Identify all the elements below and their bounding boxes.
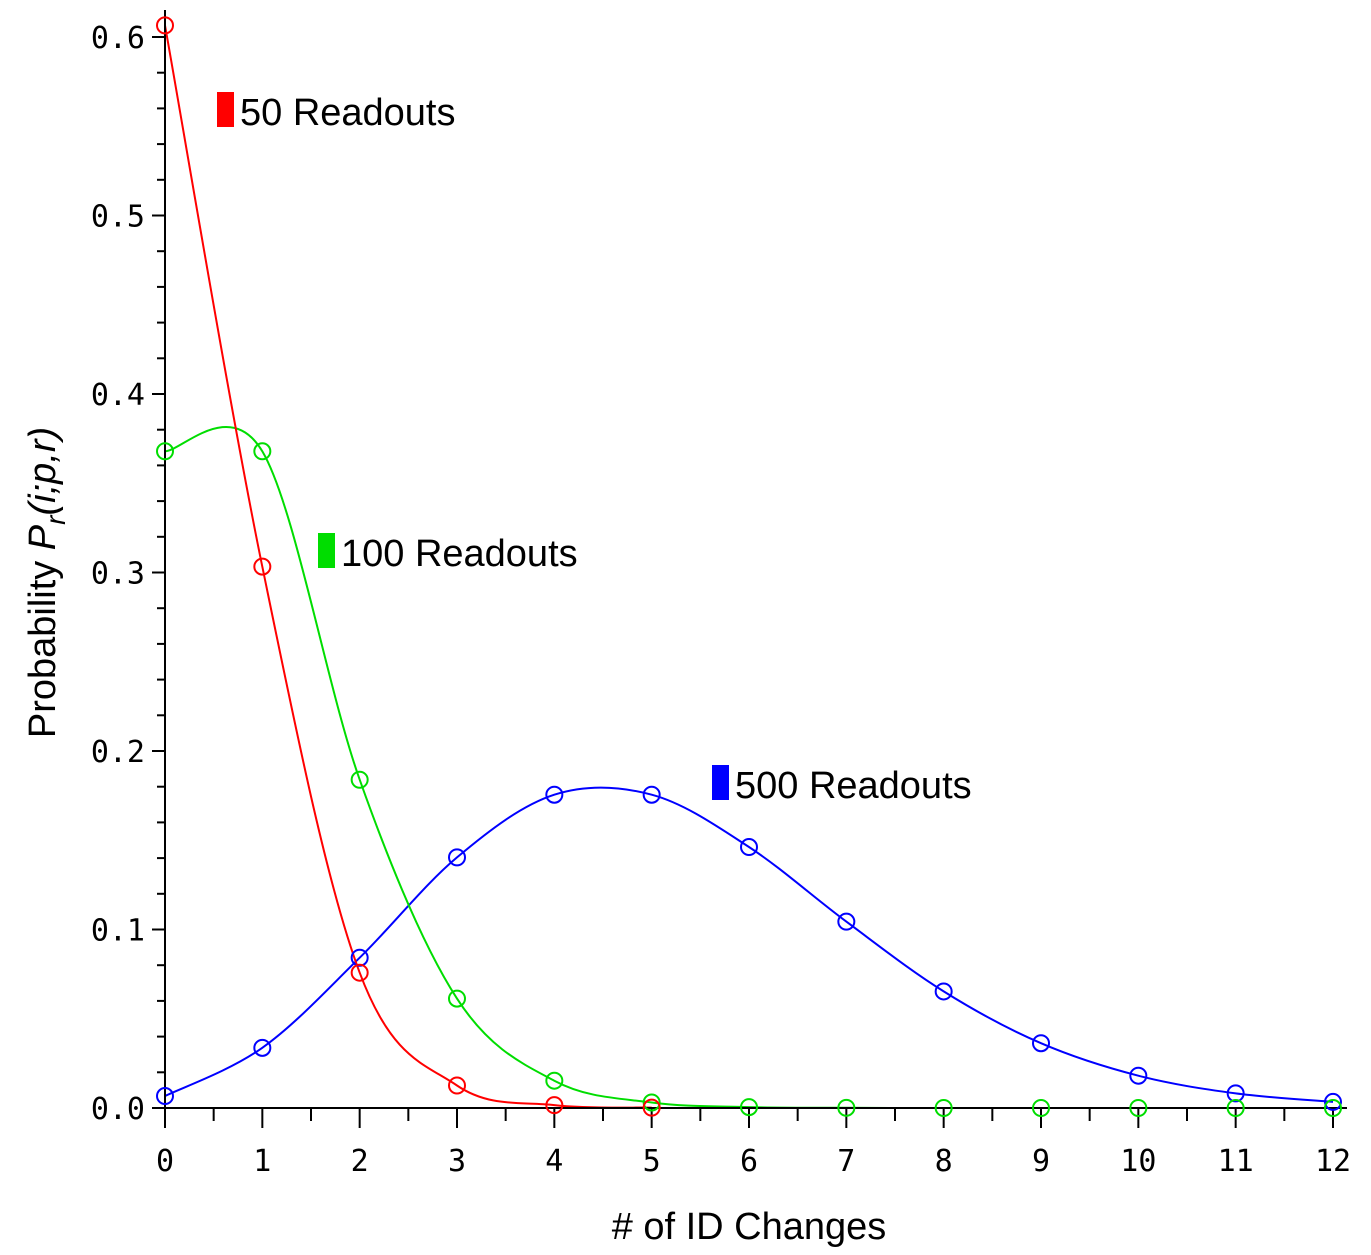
data-point <box>1129 1066 1148 1085</box>
data-point <box>1129 1099 1148 1117</box>
y-tick-label: 0.2 <box>91 735 145 770</box>
data-point <box>1226 1084 1245 1103</box>
y-tick-label: 0.1 <box>91 914 145 949</box>
data-point <box>253 557 272 576</box>
data-point <box>350 963 369 982</box>
x-tick-label: 1 <box>253 1144 271 1179</box>
x-tick-label: 10 <box>1120 1144 1156 1179</box>
data-point <box>1324 1099 1342 1117</box>
data-point <box>350 770 369 789</box>
axes-layer: 0 1 2 3 4 5 6 7 8 9 10 11 120.00.10.20.30.40.50.6 <box>91 10 1351 1179</box>
data-point <box>448 989 466 1008</box>
data-point <box>1324 1092 1342 1111</box>
x-tick-label: 9 <box>1032 1144 1050 1179</box>
legend-layer: 50 Readouts 100 Readouts 500 Readouts <box>217 92 972 807</box>
data-point <box>1032 1034 1050 1053</box>
data-point <box>545 1096 564 1115</box>
x-tick-label: 3 <box>448 1144 466 1179</box>
series-line <box>164 25 652 1109</box>
data-point <box>642 1093 661 1112</box>
data-point <box>448 848 466 867</box>
data-point <box>740 838 758 857</box>
data-point <box>448 1076 466 1095</box>
data-point <box>934 1099 953 1117</box>
x-tick-label: 7 <box>837 1144 855 1179</box>
data-point <box>156 16 174 35</box>
data-point <box>350 948 369 967</box>
x-tick-label: 5 <box>643 1144 661 1179</box>
data-point <box>1032 1099 1050 1117</box>
data-point <box>837 912 856 931</box>
legend-label: 500 Readouts <box>735 765 972 807</box>
series-line <box>164 786 1334 1103</box>
y-axis-title-subscript: r <box>40 514 71 525</box>
y-tick-label: 0.6 <box>91 21 145 56</box>
data-point <box>156 442 174 461</box>
data-point <box>934 982 953 1001</box>
y-axis-title: Probability Pr(i;p,r) <box>22 427 71 738</box>
data-point <box>740 1098 758 1117</box>
y-tick-label: 0.4 <box>91 378 145 413</box>
x-tick-label: 0 <box>156 1144 174 1179</box>
data-point <box>545 1071 564 1090</box>
y-tick-label: 0.3 <box>91 557 145 592</box>
x-tick-label: 11 <box>1218 1144 1254 1179</box>
x-tick-label: 8 <box>935 1144 953 1179</box>
legend-label: 50 Readouts <box>240 92 456 134</box>
x-tick-label: 12 <box>1315 1144 1351 1179</box>
x-tick-label: 4 <box>545 1144 563 1179</box>
data-point <box>156 1087 174 1106</box>
legend-swatch <box>712 765 729 800</box>
x-axis-title: # of ID Changes <box>612 1206 887 1248</box>
data-point <box>837 1098 856 1117</box>
y-axis-title-args: (i;p,r) <box>22 427 64 516</box>
y-axis-title-prefix: Probability <box>22 550 64 738</box>
data-point <box>642 1098 661 1117</box>
x-tick-label: 2 <box>351 1144 369 1179</box>
y-axis-title-symbol: P <box>22 524 64 550</box>
legend-swatch <box>318 533 335 568</box>
y-tick-label: 0.5 <box>91 200 145 235</box>
y-tick-label: 0.0 <box>91 1092 145 1127</box>
data-point <box>1226 1099 1245 1117</box>
data-point <box>253 1038 272 1057</box>
data-point <box>253 442 272 461</box>
legend-swatch <box>217 92 234 127</box>
data-point <box>642 785 661 804</box>
legend-label: 100 Readouts <box>341 533 578 575</box>
markers-layer <box>156 16 1342 1117</box>
x-tick-label: 6 <box>740 1144 758 1179</box>
data-point <box>545 785 564 804</box>
